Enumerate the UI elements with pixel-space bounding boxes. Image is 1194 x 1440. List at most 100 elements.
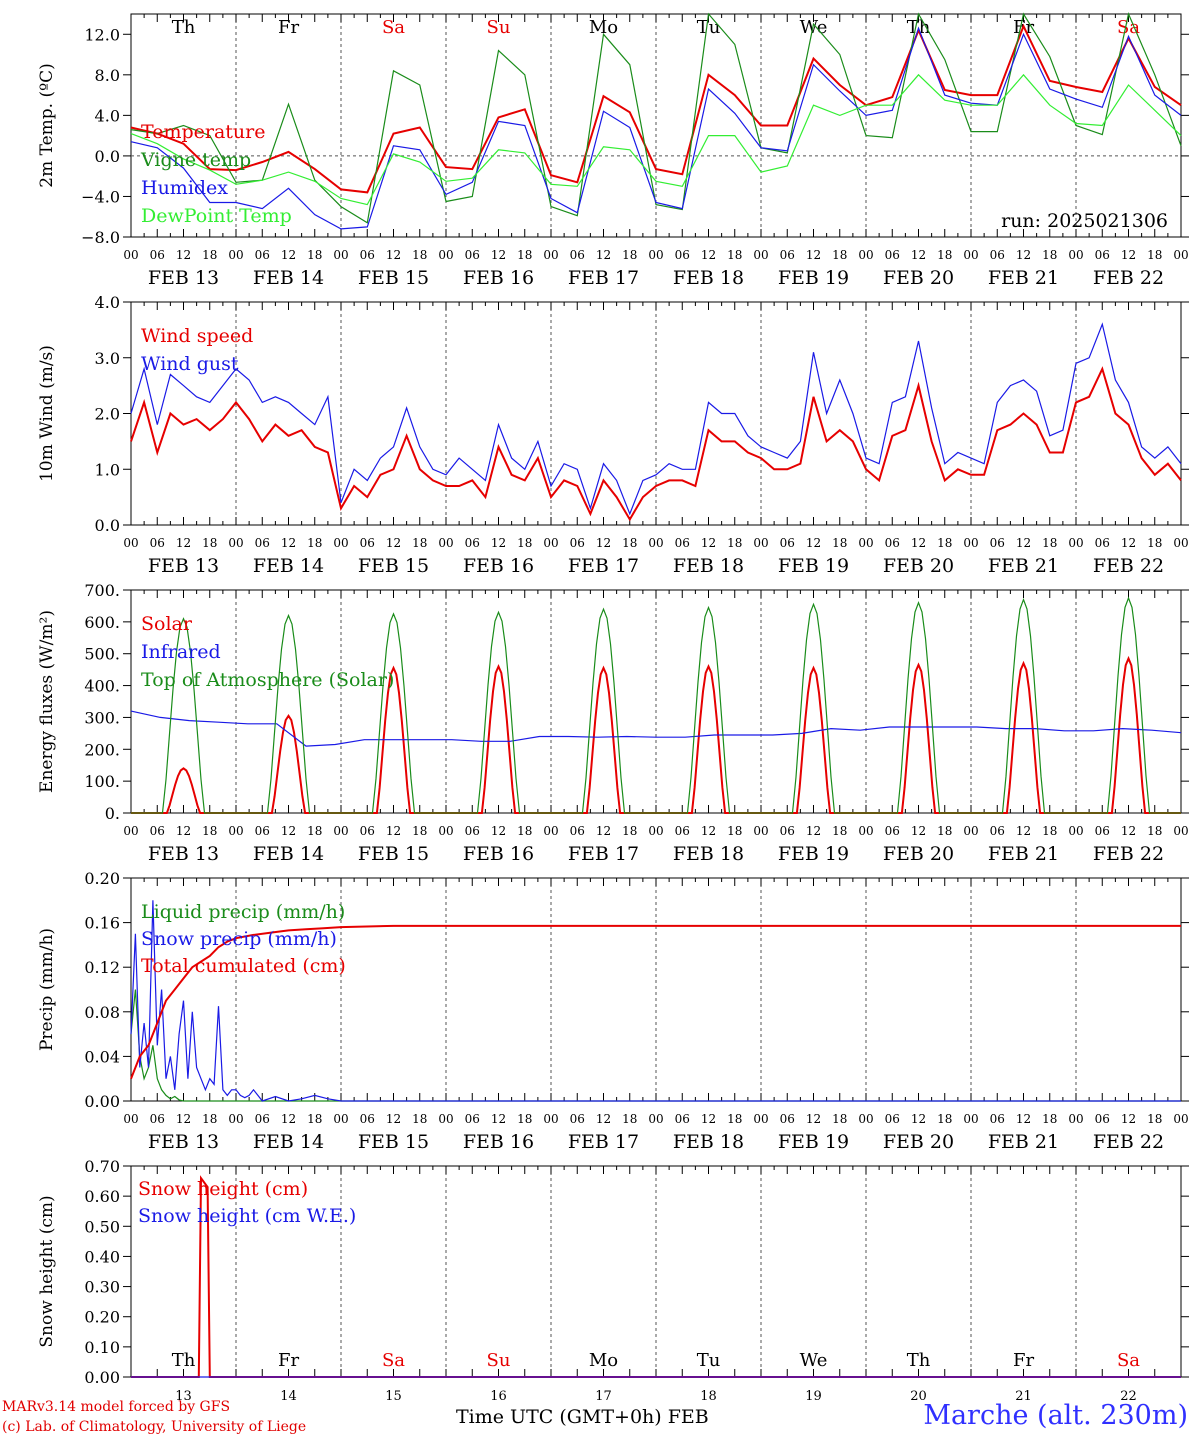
day-name-label: Fr: [278, 1350, 299, 1371]
x-hour-label: 12: [701, 536, 716, 550]
x-hour-label: 12: [176, 248, 191, 262]
x-hour-label: 00: [1173, 536, 1188, 550]
x-hour-label: 00: [753, 248, 768, 262]
day-number-label: 16: [490, 1389, 507, 1404]
x-hour-label: 06: [780, 536, 795, 550]
x-hour-label: 12: [1016, 248, 1031, 262]
y-tick-label: 400.: [84, 677, 120, 696]
y-axis-label: Precip (mm/h): [37, 928, 57, 1051]
x-hour-label: 06: [570, 1112, 585, 1126]
x-hour-label: 00: [543, 824, 558, 838]
x-hour-label: 18: [307, 824, 322, 838]
y-tick-label: 0.00: [84, 1368, 120, 1387]
x-hour-label: 12: [281, 248, 296, 262]
x-hour-label: 18: [1042, 536, 1057, 550]
x-hour-label: 18: [1042, 248, 1057, 262]
x-hour-label: 06: [150, 1112, 165, 1126]
legend-entry: Top of Atmosphere (Solar): [141, 669, 394, 691]
x-hour-label: 12: [806, 824, 821, 838]
x-hour-label: 12: [386, 1112, 401, 1126]
x-date-label: FEB 22: [1093, 555, 1164, 577]
x-hour-label: 18: [202, 1112, 217, 1126]
x-hour-label: 12: [176, 1112, 191, 1126]
y-tick-label: 4.0: [95, 293, 120, 312]
x-hour-label: 06: [255, 1112, 270, 1126]
series-line: [130, 73, 1182, 206]
x-hour-label: 18: [622, 248, 637, 262]
y-tick-label: 4.0: [95, 106, 120, 125]
y-tick-label: 700.: [84, 581, 120, 600]
legend-entry: Total cumulated (cm): [141, 955, 346, 977]
x-date-label: FEB 15: [358, 267, 429, 289]
series-line: [130, 26, 1182, 230]
y-tick-label: 0.40: [84, 1247, 120, 1266]
x-date-label: FEB 17: [568, 843, 639, 865]
x-date-label: FEB 13: [148, 843, 219, 865]
x-hour-label: 00: [753, 536, 768, 550]
x-hour-label: 18: [727, 1112, 742, 1126]
x-hour-label: 00: [1173, 248, 1188, 262]
x-date-label: FEB 16: [463, 555, 534, 577]
x-hour-label: 06: [990, 824, 1005, 838]
x-hour-label: 06: [780, 824, 795, 838]
day-name-label: Sa: [1117, 1350, 1140, 1371]
x-hour-label: 00: [123, 1112, 138, 1126]
x-hour-label: 06: [990, 536, 1005, 550]
legend-entry: Snow height (cm W.E.): [138, 1205, 356, 1227]
x-hour-label: 00: [1068, 248, 1083, 262]
day-number-label: 14: [280, 1389, 297, 1404]
x-hour-label: 06: [360, 1112, 375, 1126]
x-date-label: FEB 14: [253, 555, 324, 577]
x-hour-label: 06: [150, 248, 165, 262]
legend-entry: Solar: [141, 613, 193, 635]
x-hour-label: 12: [491, 536, 506, 550]
x-hour-label: 18: [1147, 248, 1162, 262]
x-hour-label: 00: [543, 1112, 558, 1126]
y-tick-label: 0.50: [84, 1217, 120, 1236]
x-hour-label: 12: [596, 824, 611, 838]
day-name-label: Th: [172, 17, 196, 38]
x-hour-label: 12: [911, 1112, 926, 1126]
run-annotation: run: 2025021306: [1001, 210, 1168, 232]
day-name-label: Su: [487, 17, 511, 38]
plot-frame: [130, 589, 1182, 814]
x-hour-label: 00: [543, 536, 558, 550]
x-hour-label: 06: [675, 536, 690, 550]
x-hour-label: 06: [360, 824, 375, 838]
x-hour-label: 18: [517, 1112, 532, 1126]
series-line: [130, 12, 1182, 224]
x-hour-label: 00: [333, 248, 348, 262]
x-hour-label: 00: [648, 536, 663, 550]
time-axis-title: Time UTC (GMT+0h) FEB: [456, 1406, 709, 1428]
x-hour-label: 00: [123, 536, 138, 550]
series-line: [130, 989, 1181, 1102]
x-hour-label: 18: [832, 536, 847, 550]
y-tick-label: 0.16: [84, 914, 120, 933]
x-hour-label: 18: [202, 248, 217, 262]
x-date-label: FEB 15: [358, 555, 429, 577]
x-hour-label: 12: [806, 248, 821, 262]
x-hour-label: 18: [517, 248, 532, 262]
x-hour-label: 00: [648, 248, 663, 262]
x-hour-label: 18: [1042, 824, 1057, 838]
x-hour-label: 06: [780, 248, 795, 262]
x-hour-label: 00: [858, 824, 873, 838]
x-hour-label: 12: [1016, 824, 1031, 838]
legend-entry: Wind speed: [141, 325, 253, 347]
y-tick-label: 0.70: [84, 1157, 120, 1176]
x-hour-label: 12: [806, 1112, 821, 1126]
x-date-label: FEB 19: [778, 555, 849, 577]
x-hour-label: 06: [1095, 1112, 1110, 1126]
x-date-label: FEB 14: [253, 267, 324, 289]
x-hour-label: 18: [1042, 1112, 1057, 1126]
x-hour-label: 18: [832, 1112, 847, 1126]
x-hour-label: 00: [438, 824, 453, 838]
x-date-label: FEB 21: [988, 1131, 1059, 1153]
x-hour-label: 00: [123, 248, 138, 262]
x-hour-label: 18: [832, 824, 847, 838]
x-date-label: FEB 20: [883, 555, 954, 577]
series-line: [130, 322, 1182, 516]
day-number-label: 15: [385, 1389, 402, 1404]
legend-entry: Wind gust: [141, 353, 239, 375]
x-hour-label: 06: [1095, 824, 1110, 838]
